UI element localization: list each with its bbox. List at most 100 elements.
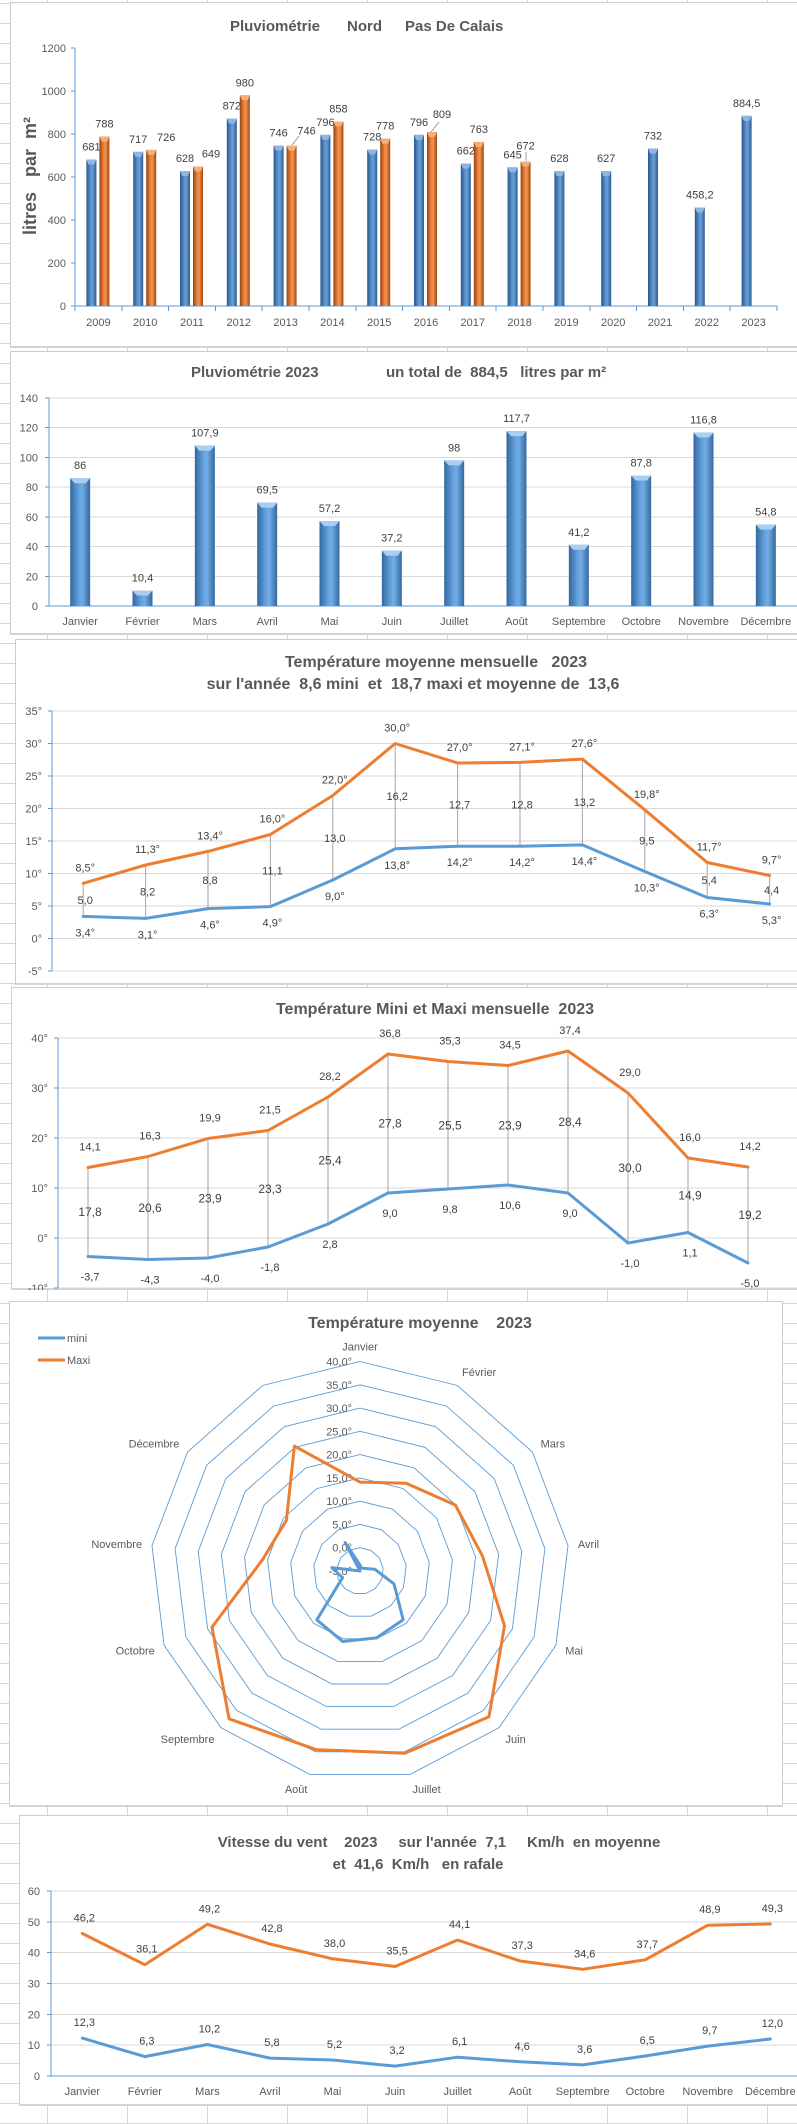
range-label: 5,0 (78, 895, 93, 907)
data-label-rafale: 35,5 (386, 1946, 407, 1958)
bar-pas-de-calais (193, 166, 203, 306)
data-label-mini: 1,1 (682, 1248, 697, 1260)
data-label-mini: -4,0 (201, 1273, 220, 1285)
bar-cap (132, 590, 153, 596)
bar-pas-de-calais (520, 161, 531, 306)
x-tick-label: Février (125, 616, 160, 628)
label-leader-line (291, 135, 300, 146)
data-label-maxi: 27,6° (571, 738, 597, 750)
y-tick-label: 1200 (42, 43, 66, 55)
bar-pluviometrie-2023 (693, 432, 714, 606)
data-label-pluviometrie-2023: 98 (448, 442, 460, 454)
data-label-maxi: 37,4 (559, 1025, 580, 1037)
data-label-maxi: 9,7° (762, 854, 782, 866)
bar-cap (568, 544, 589, 550)
bar-cap (693, 432, 714, 438)
legend-label-maxi: Maxi (67, 1355, 90, 1367)
data-label-moyenne: 5,8 (264, 2037, 279, 2049)
chart-panel-temperature-moyenne-mensuelle[interactable] (15, 639, 797, 985)
chart-title: Température Mini et Maxi mensuelle 2023 (276, 1001, 594, 1018)
data-label-moyenne: 4,6 (515, 2041, 530, 2053)
data-label-pas-de-calais: 809 (433, 109, 451, 121)
bar-pluviometrie-2023 (257, 502, 278, 606)
x-tick-label: Mai (324, 2086, 342, 2098)
bar-cap (520, 161, 531, 167)
bar-pluviometrie-2023 (568, 544, 589, 606)
data-label-moyenne: 5,2 (327, 2039, 342, 2051)
data-label-mini: 6,3° (699, 909, 719, 921)
x-tick-label: 2015 (367, 317, 391, 329)
x-tick-label: Septembre (552, 616, 606, 628)
data-label-mini: 9,0° (325, 891, 345, 903)
chart-title: Température moyenne 2023 (308, 1315, 532, 1332)
radar-category-label: Février (462, 1367, 497, 1379)
x-tick-label: Juin (385, 2086, 405, 2098)
data-label-nord: 628 (176, 153, 194, 165)
data-label-nord: 662 (457, 146, 475, 158)
bar-cap (319, 521, 340, 527)
data-label-nord: 884,5 (733, 98, 761, 110)
y-tick-label: 800 (48, 129, 66, 141)
bar-nord (320, 134, 331, 306)
data-label-pas-de-calais: 726 (157, 132, 175, 144)
data-label-rafale: 44,1 (449, 1919, 470, 1931)
x-tick-label: 2022 (695, 317, 719, 329)
bar-cap (86, 159, 97, 165)
data-label-maxi: 16,0° (259, 814, 285, 826)
bar-pluviometrie-2023 (444, 460, 465, 606)
y-axis-title: litres par m² (20, 117, 40, 235)
bar-cap (427, 132, 437, 138)
data-label-mini: 14,4° (571, 856, 597, 868)
series-line-moyenne (80, 2036, 772, 2068)
data-label-mini: 9,0 (382, 1208, 397, 1220)
bar-cap (273, 145, 284, 151)
chart-vitesse-du-vent: Vitesse du vent 2023 sur l'année 7,1 Km/… (28, 1834, 797, 2098)
bar-nord (507, 167, 518, 306)
bar-pluviometrie-2023 (631, 475, 652, 606)
x-tick-label: 2014 (320, 317, 344, 329)
data-label-pluviometrie-2023: 41,2 (568, 527, 589, 539)
bar-nord (226, 118, 237, 307)
bar-cap (648, 148, 658, 154)
range-label: 16,2 (386, 791, 407, 803)
legend-label-mini: mini (67, 1333, 87, 1345)
bar-nord (741, 115, 752, 307)
bar-cap (257, 502, 278, 508)
data-label-maxi: 27,1° (509, 741, 535, 753)
x-tick-label: 2016 (414, 317, 438, 329)
x-tick-label: 2023 (741, 317, 765, 329)
data-label-pas-de-calais: 980 (236, 77, 254, 89)
bar-cap (444, 460, 465, 466)
chart-title-nord: Nord (347, 18, 382, 35)
data-label-maxi: 14,2 (739, 1141, 760, 1153)
y-tick-label: 5° (31, 901, 42, 913)
y-tick-label: 120 (20, 423, 38, 435)
data-label-maxi: 16,0 (679, 1132, 700, 1144)
range-label: 17,8 (78, 1205, 102, 1219)
data-label-maxi: 14,1 (79, 1142, 100, 1154)
chart-panel-temperature-radar[interactable] (9, 1301, 783, 1807)
bar-nord (554, 170, 565, 306)
data-label-mini: 5,3° (762, 915, 782, 927)
chart-subtitle: et 41,6 Km/h en rafale (333, 1856, 504, 1873)
radar-gridline (267, 1477, 453, 1662)
data-label-pas-de-calais: 746 (297, 126, 315, 138)
radar-gridline (197, 1407, 523, 1730)
radar-category-label: Janvier (342, 1342, 378, 1354)
data-label-rafale: 46,2 (74, 1913, 95, 1925)
data-label-pas-de-calais: 649 (202, 148, 220, 160)
radar-category-label: Mai (565, 1646, 583, 1658)
chart-subtitle: un total de 884,5 litres par m² (386, 364, 606, 381)
x-tick-label: 2010 (133, 317, 157, 329)
bar-cap (226, 118, 237, 124)
x-tick-label: 2017 (461, 317, 485, 329)
x-tick-label: Juillet (444, 2086, 472, 2098)
bar-cap (194, 445, 215, 451)
series-line-mini (315, 1541, 405, 1643)
series-line-maxi (86, 1049, 750, 1169)
data-label-nord: 872 (223, 101, 241, 113)
y-tick-label: 600 (48, 172, 66, 184)
x-tick-label: 2019 (554, 317, 578, 329)
bar-cap (380, 138, 391, 144)
range-label: 13,2 (574, 797, 595, 809)
